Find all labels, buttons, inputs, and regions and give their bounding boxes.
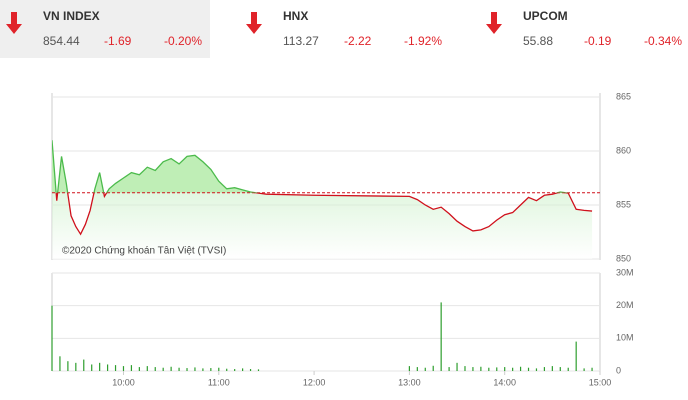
volume-bar [488,367,490,371]
volume-bar [51,305,53,371]
volume-bar [210,368,212,371]
x-tick-label: 14:00 [493,377,516,387]
index-change: -1.69 [104,34,132,48]
volume-bar [567,367,569,371]
volume-bar [178,367,180,371]
index-name: UPCOM [523,9,568,23]
index-percent: -0.34% [644,34,682,48]
volume-bar [527,367,530,371]
index-percent: -1.92% [404,34,442,48]
volume-bar [218,367,220,371]
volume-bar [472,367,474,371]
volume-bar [464,366,466,371]
volume-bar [75,362,77,371]
charts: 850 855 860 865 ©2020 Chứng khoán Tân Việt (… [51,91,634,387]
volume-bar [154,367,156,371]
index-percent: -0.20% [164,34,202,48]
down-arrow [6,12,22,34]
volume-bar [242,368,244,371]
volume-bar [440,302,442,371]
volume-bar [535,368,538,371]
index-name: HNX [283,9,308,23]
volume-bar [91,364,93,371]
volume-bar [114,365,117,371]
volume-bar [480,366,482,371]
x-tick-label: 11:00 [208,377,230,387]
x-tick-label: 13:00 [398,377,421,387]
volume-bar [512,367,514,371]
y-tick-label: 855 [616,199,631,209]
y-tick-label: 0 [616,365,621,375]
volume-bar [122,366,125,371]
y-tick-label: 10M [616,333,634,343]
volume-bar [130,365,133,371]
volume-bar [162,367,164,371]
volume-bar [234,369,236,371]
price-line-up [52,140,569,193]
volume-bar [504,367,506,371]
volume-bar [138,367,140,371]
volume-bar [456,362,458,371]
index-name: VN INDEX [43,9,100,23]
volume-bar [543,367,546,371]
x-tick-label: 12:00 [303,377,326,387]
volume-bar [226,368,228,371]
header-highlight [0,0,210,58]
y-tick-label: 20M [616,300,634,310]
price-area-up [52,140,566,193]
volume-bar [186,368,188,371]
y-tick-label: 30M [616,267,634,277]
volume-bar [408,366,410,371]
volume-bar [416,367,418,371]
volume-bar [257,369,260,371]
volume-bar [249,369,252,371]
index-value: 113.27 [283,34,319,48]
index-value: 854.44 [43,34,80,48]
volume-bar [83,359,85,371]
price-area [52,140,593,259]
x-tick-label: 10:00 [112,377,135,387]
volume-bar [496,367,498,371]
volume-bar [559,367,561,371]
volume-bar [194,367,196,371]
volume-bar [432,365,434,371]
index-change: -2.22 [344,34,372,48]
volume-bar [424,367,426,371]
volume-bar [575,341,577,371]
volume-bar [170,366,172,371]
y-tick-label: 865 [616,91,631,101]
volume-bar [591,367,593,371]
down-arrow [246,12,262,34]
volume-bar [551,366,553,371]
volume-bar [106,364,109,371]
volume-bar [583,368,585,371]
watermark: ©2020 Chứng khoán Tân Việt (TVSI) [62,246,226,257]
index-change: -0.19 [584,34,612,48]
volume-bar [99,362,101,371]
volume-bar [59,356,61,371]
price-line-down [55,192,593,236]
volume-bar [146,366,148,371]
volume-bar [67,361,69,371]
y-tick-label: 850 [616,253,631,263]
volume-bar [202,368,204,371]
y-tick-label: 860 [616,145,631,155]
volume-bar [519,366,522,371]
down-arrow [486,12,502,34]
volume-bar [448,367,450,371]
index-value: 55.88 [523,34,553,48]
header: VN INDEX 854.44 -1.69 -0.20% HNX 113.27 -2.22 -… [6,9,682,48]
x-tick-label: 15:00 [589,377,612,387]
